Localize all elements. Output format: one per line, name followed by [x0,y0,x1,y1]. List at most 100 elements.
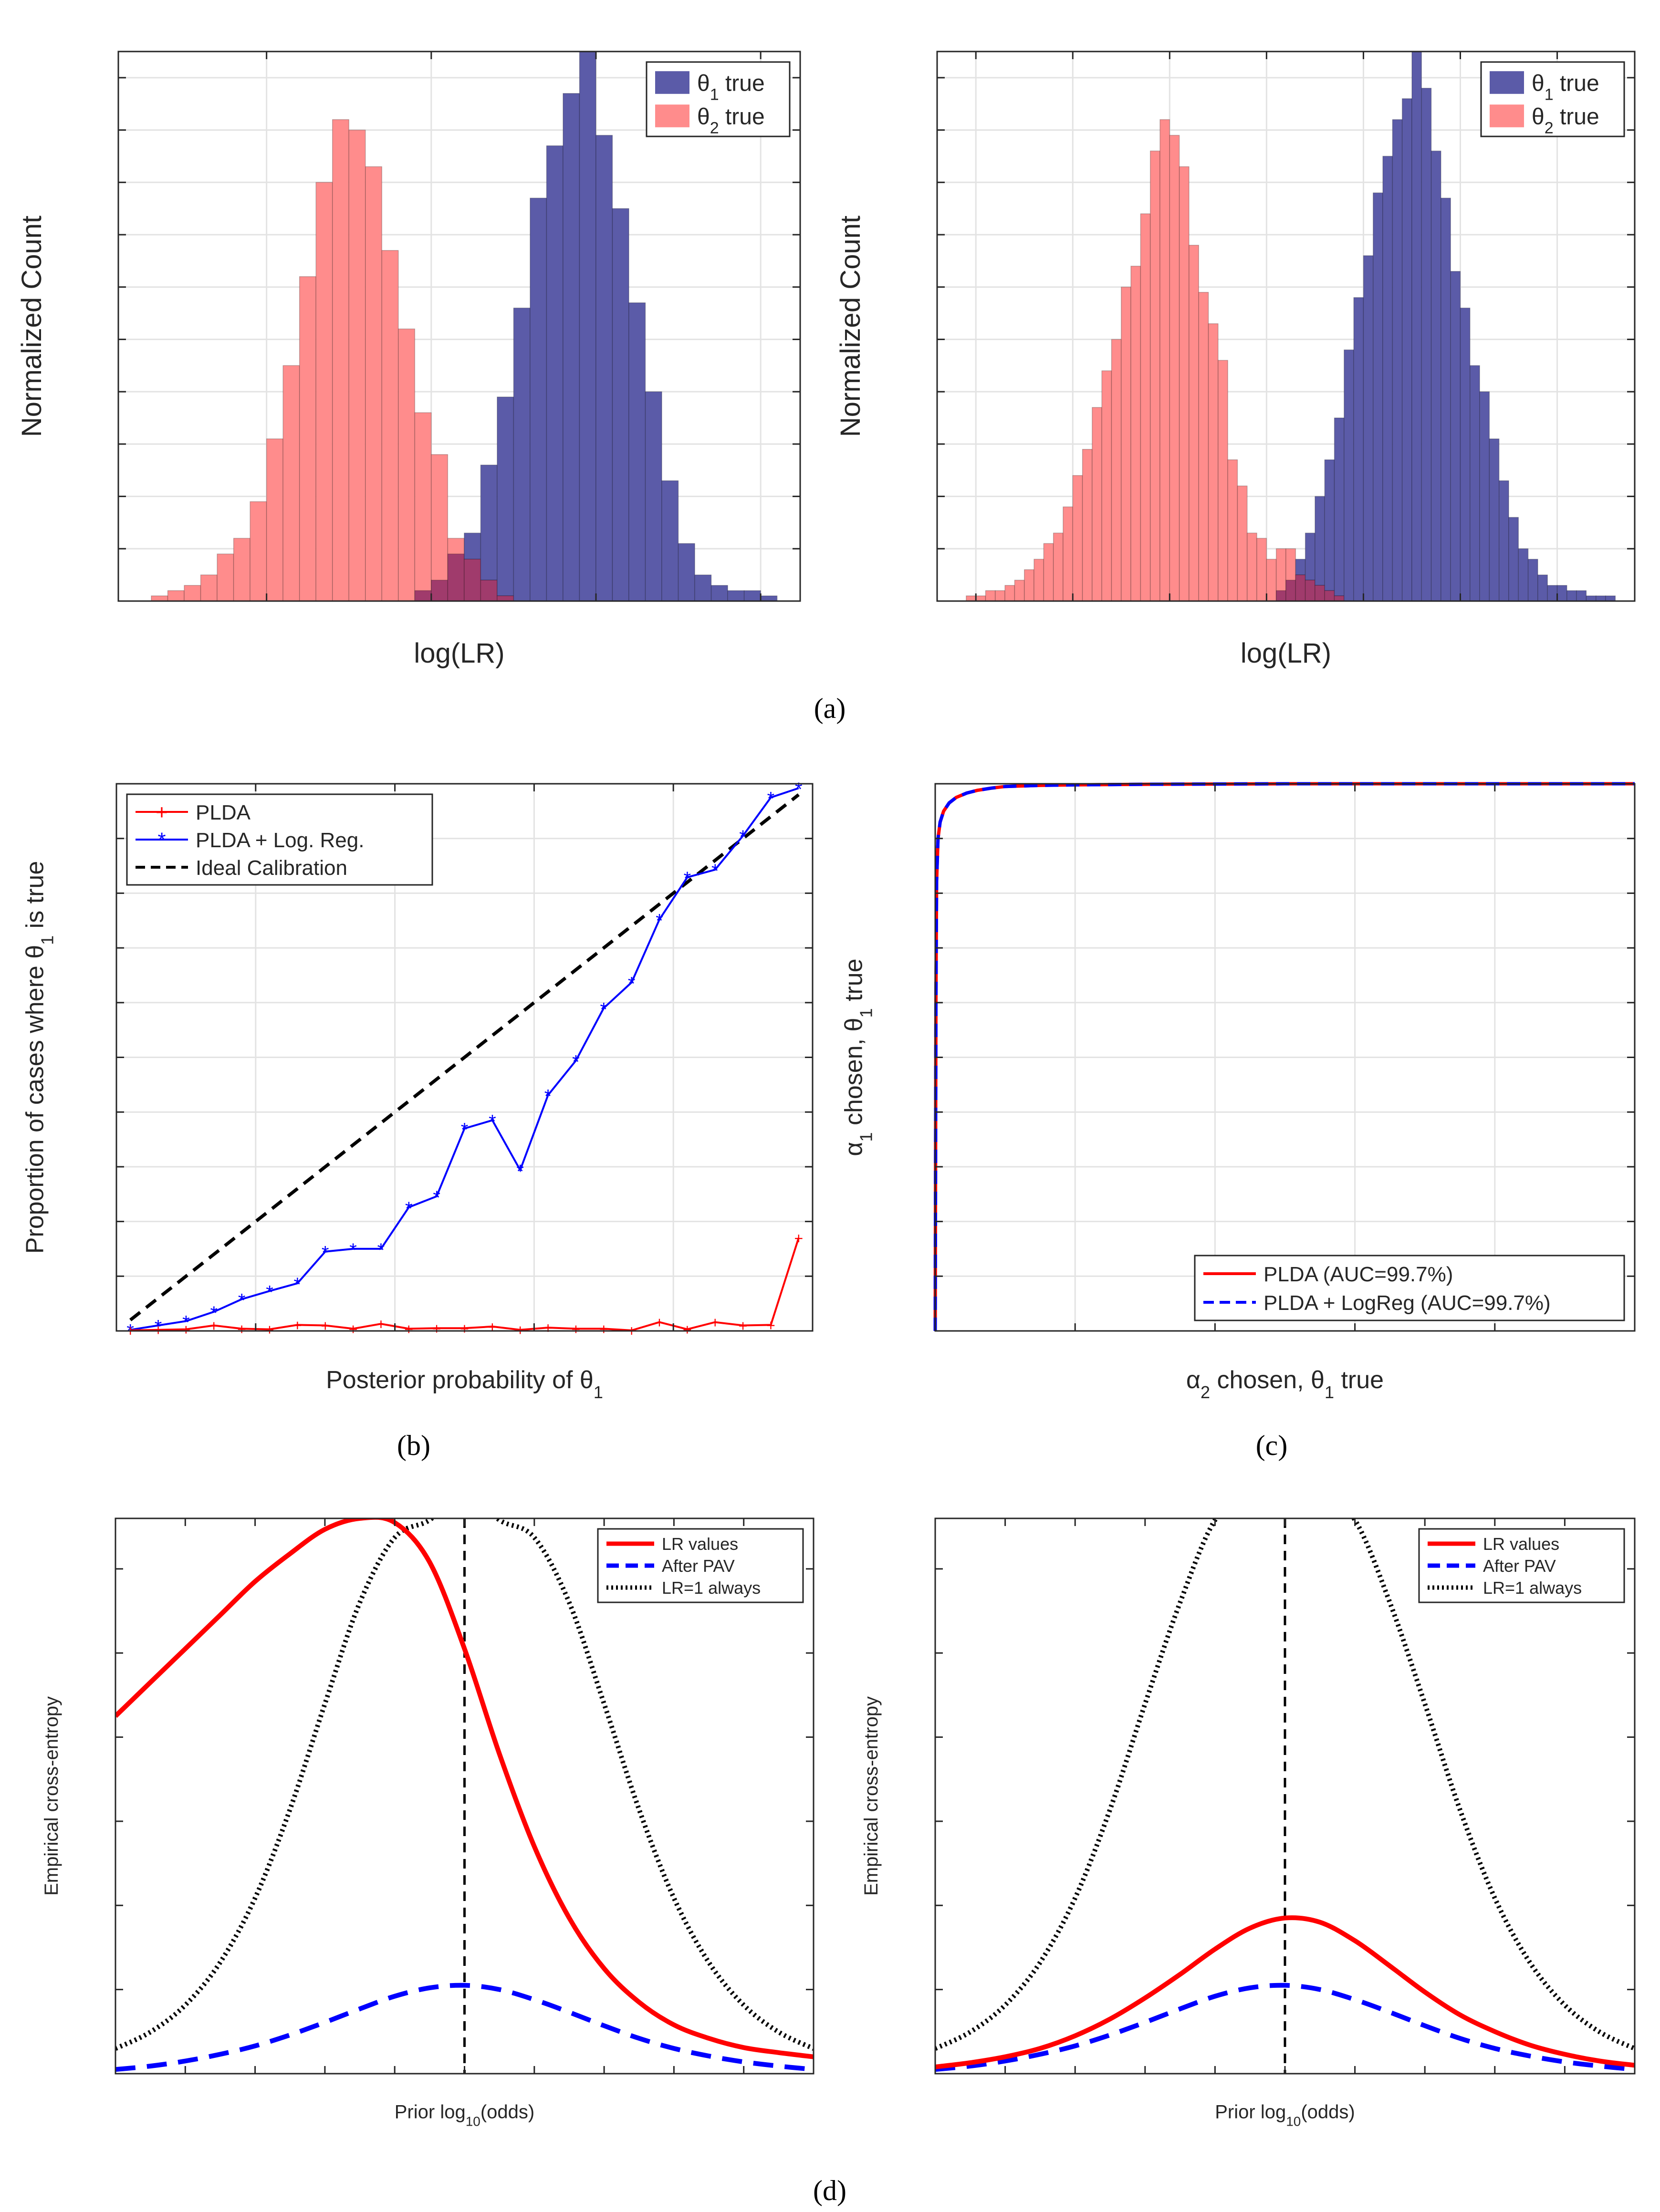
bar-theta2 [184,585,201,602]
legend-item: * PLDA + Log. Reg. [136,828,364,852]
bar-theta2 [167,590,185,602]
legend-item: θ2 true [1490,104,1599,137]
marker-plda-logreg: * [210,1303,218,1324]
panel-label-b: (b) [397,1430,430,1461]
legend-label: LR=1 always [1483,1578,1582,1598]
bar-theta2 [365,166,383,602]
y-axis-label: Empirical cross-entropy [861,1696,882,1896]
bar-theta1 [1324,459,1335,591]
bar-theta1 [1479,391,1490,602]
bar-overlap [1295,574,1306,602]
marker-plda-logreg: * [544,1086,552,1107]
bar-theta1 [1305,532,1315,581]
legend-item: θ1 true [655,71,765,104]
bar-theta1 [760,595,778,602]
bar-theta2 [1082,449,1093,602]
legend-swatch [655,104,689,127]
bar-theta1 [579,51,596,602]
legend-label: PLDA + LogReg (AUC=99.7%) [1263,1291,1551,1315]
legend-swatch [655,71,689,94]
marker-plda-logreg: * [405,1198,413,1219]
bar-theta1 [546,145,564,602]
bar-theta1 [1421,88,1432,602]
marker-plda-logreg: * [238,1290,246,1311]
legend-item: LR=1 always [1428,1578,1582,1598]
bar-theta2 [332,119,349,602]
series-group [935,1518,1635,2074]
legend-marker: * [157,828,166,852]
marker-plda: + [321,1318,330,1335]
marker-plda-logreg: * [656,910,663,931]
bar-theta1 [1373,192,1383,602]
legend-label: PLDA (AUC=99.7%) [1263,1263,1453,1286]
bar-theta1 [661,480,679,602]
bar-theta2 [1247,532,1257,602]
bar-theta2 [1072,475,1083,602]
x-axis-label: Posterior probability of θ1 [326,1366,603,1402]
series-ideal-calibration [129,793,800,1321]
bar-theta1 [1527,559,1538,602]
legend-swatch [1490,104,1524,127]
y-axis-label: Empirical cross-entropy [41,1696,62,1896]
bar-theta2 [315,182,333,602]
bar-theta2 [1237,485,1248,602]
bar-theta2 [1014,580,1025,602]
bar-theta1 [530,197,547,602]
bars [151,51,778,602]
marker-plda-logreg: * [266,1282,273,1303]
x-axis-label: log(LR) [1241,638,1331,669]
series-plda [130,1237,800,1331]
bar-overlap [1305,580,1315,602]
bar-theta2 [1024,569,1034,602]
legend-item: After PAV [1428,1556,1556,1576]
bar-overlap [1315,585,1325,602]
legend-label: LR values [662,1534,738,1554]
bar-theta1 [464,532,481,560]
marker-plda: + [739,1318,748,1335]
marker-plda: + [376,1316,386,1333]
bar-theta1 [1498,480,1509,602]
marker-plda-logreg: * [294,1274,302,1295]
marker-plda: + [766,1317,775,1334]
marker-plda-logreg: * [322,1243,329,1264]
marker-plda-logreg: * [628,973,636,994]
marker-plda: + [349,1320,358,1338]
legend-item: After PAV [606,1556,735,1576]
marker-plda: + [182,1321,191,1339]
chart-d-left: Prior log10(odds) Empirical cross-entropy… [41,1517,814,2129]
bar-theta2 [1063,506,1074,602]
bar-theta1 [595,135,613,602]
bar-theta2 [1179,166,1190,602]
marker-plda: + [460,1320,469,1337]
bar-theta2 [1256,538,1267,602]
bar-theta2 [985,590,996,602]
chart-d-right: Prior log10(odds) Empirical cross-entropy… [861,1517,1636,2129]
bar-overlap [480,580,498,602]
bar-theta2 [1130,266,1141,602]
bar-theta1 [513,307,531,602]
bar-theta2 [1169,135,1180,602]
legend-label: θ2 true [1532,104,1599,137]
legend-item: LR values [606,1534,738,1554]
bar-theta2 [1111,339,1122,602]
bar-theta1 [563,93,580,602]
series-plda-logreg [130,787,799,1331]
bar-theta2 [200,574,218,602]
bar-theta1 [1334,417,1345,596]
marker-plda-logreg: * [516,1161,524,1182]
bar-theta2 [1198,291,1209,602]
marker-plda: + [543,1319,553,1337]
bar-theta2 [233,538,251,602]
bar-theta1 [1566,590,1577,602]
legend: PLDA (AUC=99.7%) PLDA + LogReg (AUC=99.7%… [1194,1255,1625,1321]
marker-plda: + [794,1230,803,1247]
axes-box [117,51,801,602]
marker-plda: + [293,1317,302,1334]
bar-overlap [447,553,465,602]
legend-label: LR=1 always [662,1578,761,1598]
